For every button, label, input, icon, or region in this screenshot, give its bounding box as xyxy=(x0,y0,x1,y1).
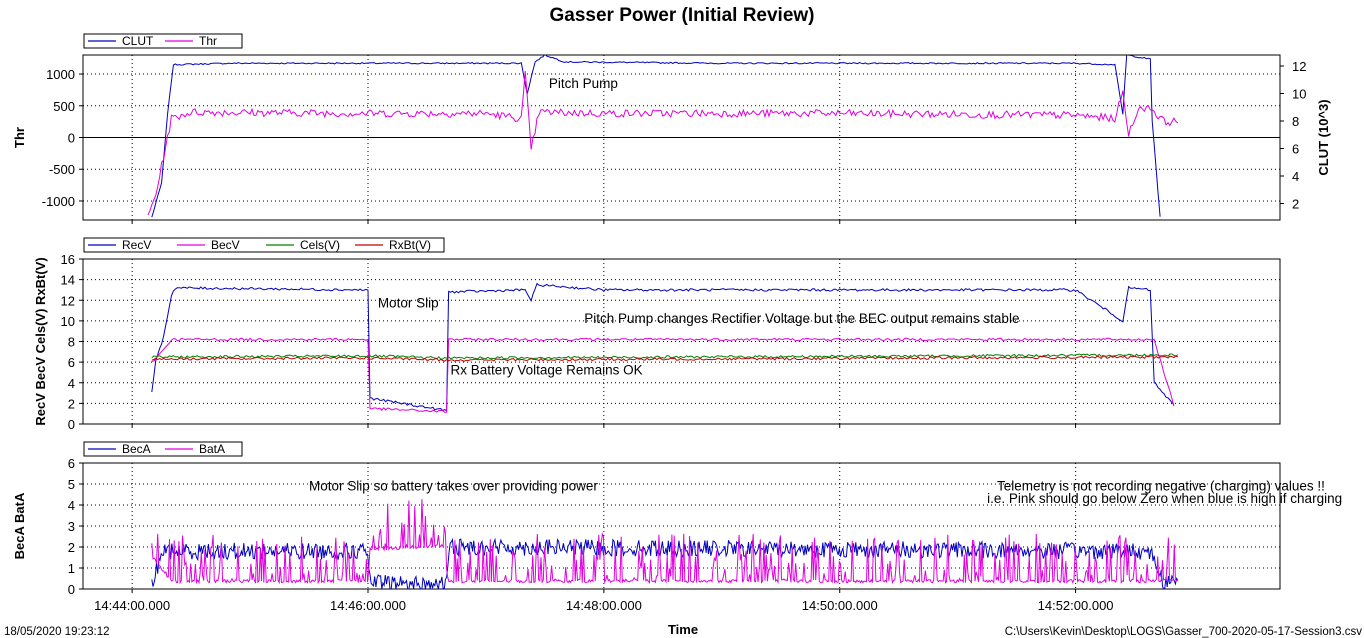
annotation: Motor Slip so battery takes over providi… xyxy=(309,478,598,493)
legend-box xyxy=(83,237,445,253)
y-tick-label: 1 xyxy=(68,561,75,576)
legend-box xyxy=(83,441,243,457)
y-tick-label: 500 xyxy=(53,99,75,114)
x-tick-label: 14:48:00.000 xyxy=(566,598,642,613)
y-right-axis-label: CLUT (10^3) xyxy=(1316,99,1331,175)
x-tick-label: 14:52:00.000 xyxy=(1038,598,1114,613)
y-tick-label: 12 xyxy=(61,293,75,308)
x-tick-label: 14:46:00.000 xyxy=(330,598,406,613)
y-right-tick-label: 6 xyxy=(1292,142,1299,157)
y-tick-label: 3 xyxy=(68,519,75,534)
x-tick-labels: 14:44:00.000 14:46:00.000 14:48:00.000 14:5… xyxy=(94,598,1113,613)
legend-box xyxy=(83,33,243,49)
legend-middle: RecV BecV Cels(V) RxBt(V) xyxy=(83,237,445,253)
annotation: Pitch Pump xyxy=(549,76,618,91)
y-axis-label: RecV BecV Cels(V) RxBt(V) xyxy=(33,257,48,425)
y-tick-label: 0 xyxy=(68,417,75,432)
legend-entry: Cels(V) xyxy=(300,238,340,252)
y-tick-label: 16 xyxy=(61,252,75,267)
legend-bottom: BecA BatA xyxy=(83,441,243,457)
y-tick-label: 8 xyxy=(68,335,75,350)
y-right-tick-label: 2 xyxy=(1292,197,1299,212)
y-right-tick-label: 4 xyxy=(1292,169,1299,184)
footer-filepath: C:\Users\Kevin\Desktop\LOGS\Gasser_700-2… xyxy=(1005,626,1363,638)
x-axis-label: Time xyxy=(668,622,698,637)
series-line-thr xyxy=(147,70,1179,216)
annotation: Motor Slip xyxy=(378,295,439,310)
y-tick-label: 5 xyxy=(68,477,75,492)
series-line-celsv xyxy=(151,353,1179,360)
footer-timestamp: 18/05/2020 19:23:12 xyxy=(4,626,110,638)
legend-entry: RxBt(V) xyxy=(389,238,431,252)
y-tick-label: 2 xyxy=(68,540,75,555)
annotation: Rx Battery Voltage Remains OK xyxy=(451,363,643,378)
chart-title: Gasser Power (Initial Review) xyxy=(549,5,814,26)
legend-top: CLUT Thr xyxy=(83,33,243,49)
y-tick-label: 2 xyxy=(68,396,75,411)
y-tick-label: -1000 xyxy=(42,194,75,209)
annotation: i.e. Pink should go below Zero when blue… xyxy=(987,491,1342,506)
legend-entry: Thr xyxy=(199,34,217,48)
y-tick-label: 0 xyxy=(68,582,75,597)
y-right-tick-label: 12 xyxy=(1292,59,1306,74)
series-line-bata xyxy=(151,499,1179,585)
y-tick-label: -500 xyxy=(49,162,75,177)
legend-entry: RecV xyxy=(122,238,151,252)
x-tick-label: 14:50:00.000 xyxy=(802,598,878,613)
series-line-clut xyxy=(151,55,1161,218)
legend-entry: BatA xyxy=(199,442,225,456)
y-right-tick-label: 10 xyxy=(1292,87,1306,102)
y-axis-label: Thr xyxy=(12,127,27,148)
x-tick-label: 14:44:00.000 xyxy=(94,598,170,613)
y-axis-label: BecA BatA xyxy=(12,492,27,559)
legend-entry: BecA xyxy=(122,442,151,456)
y-tick-label: 6 xyxy=(68,456,75,471)
y-tick-label: 4 xyxy=(68,376,75,391)
y-tick-label: 4 xyxy=(68,498,75,513)
series-line-becv xyxy=(151,337,1175,413)
series-line-beca xyxy=(151,537,1179,589)
y-tick-label: 14 xyxy=(61,273,75,288)
annotation: Pitch Pump changes Rectifier Voltage but… xyxy=(584,311,1019,326)
y-right-tick-label: 8 xyxy=(1292,114,1299,129)
y-tick-label: 10 xyxy=(61,314,75,329)
series-line-recv xyxy=(151,282,1175,412)
y-tick-label: 0 xyxy=(68,131,75,146)
legend-entry: BecV xyxy=(211,238,240,252)
annotation: Telemetry is not recording negative (cha… xyxy=(997,478,1325,493)
y-tick-label: 6 xyxy=(68,355,75,370)
series-line-rxbtv xyxy=(151,355,1179,362)
legend-entry: CLUT xyxy=(122,34,154,48)
plot-area-middle xyxy=(82,258,1281,425)
y-tick-label: 1000 xyxy=(46,67,75,82)
